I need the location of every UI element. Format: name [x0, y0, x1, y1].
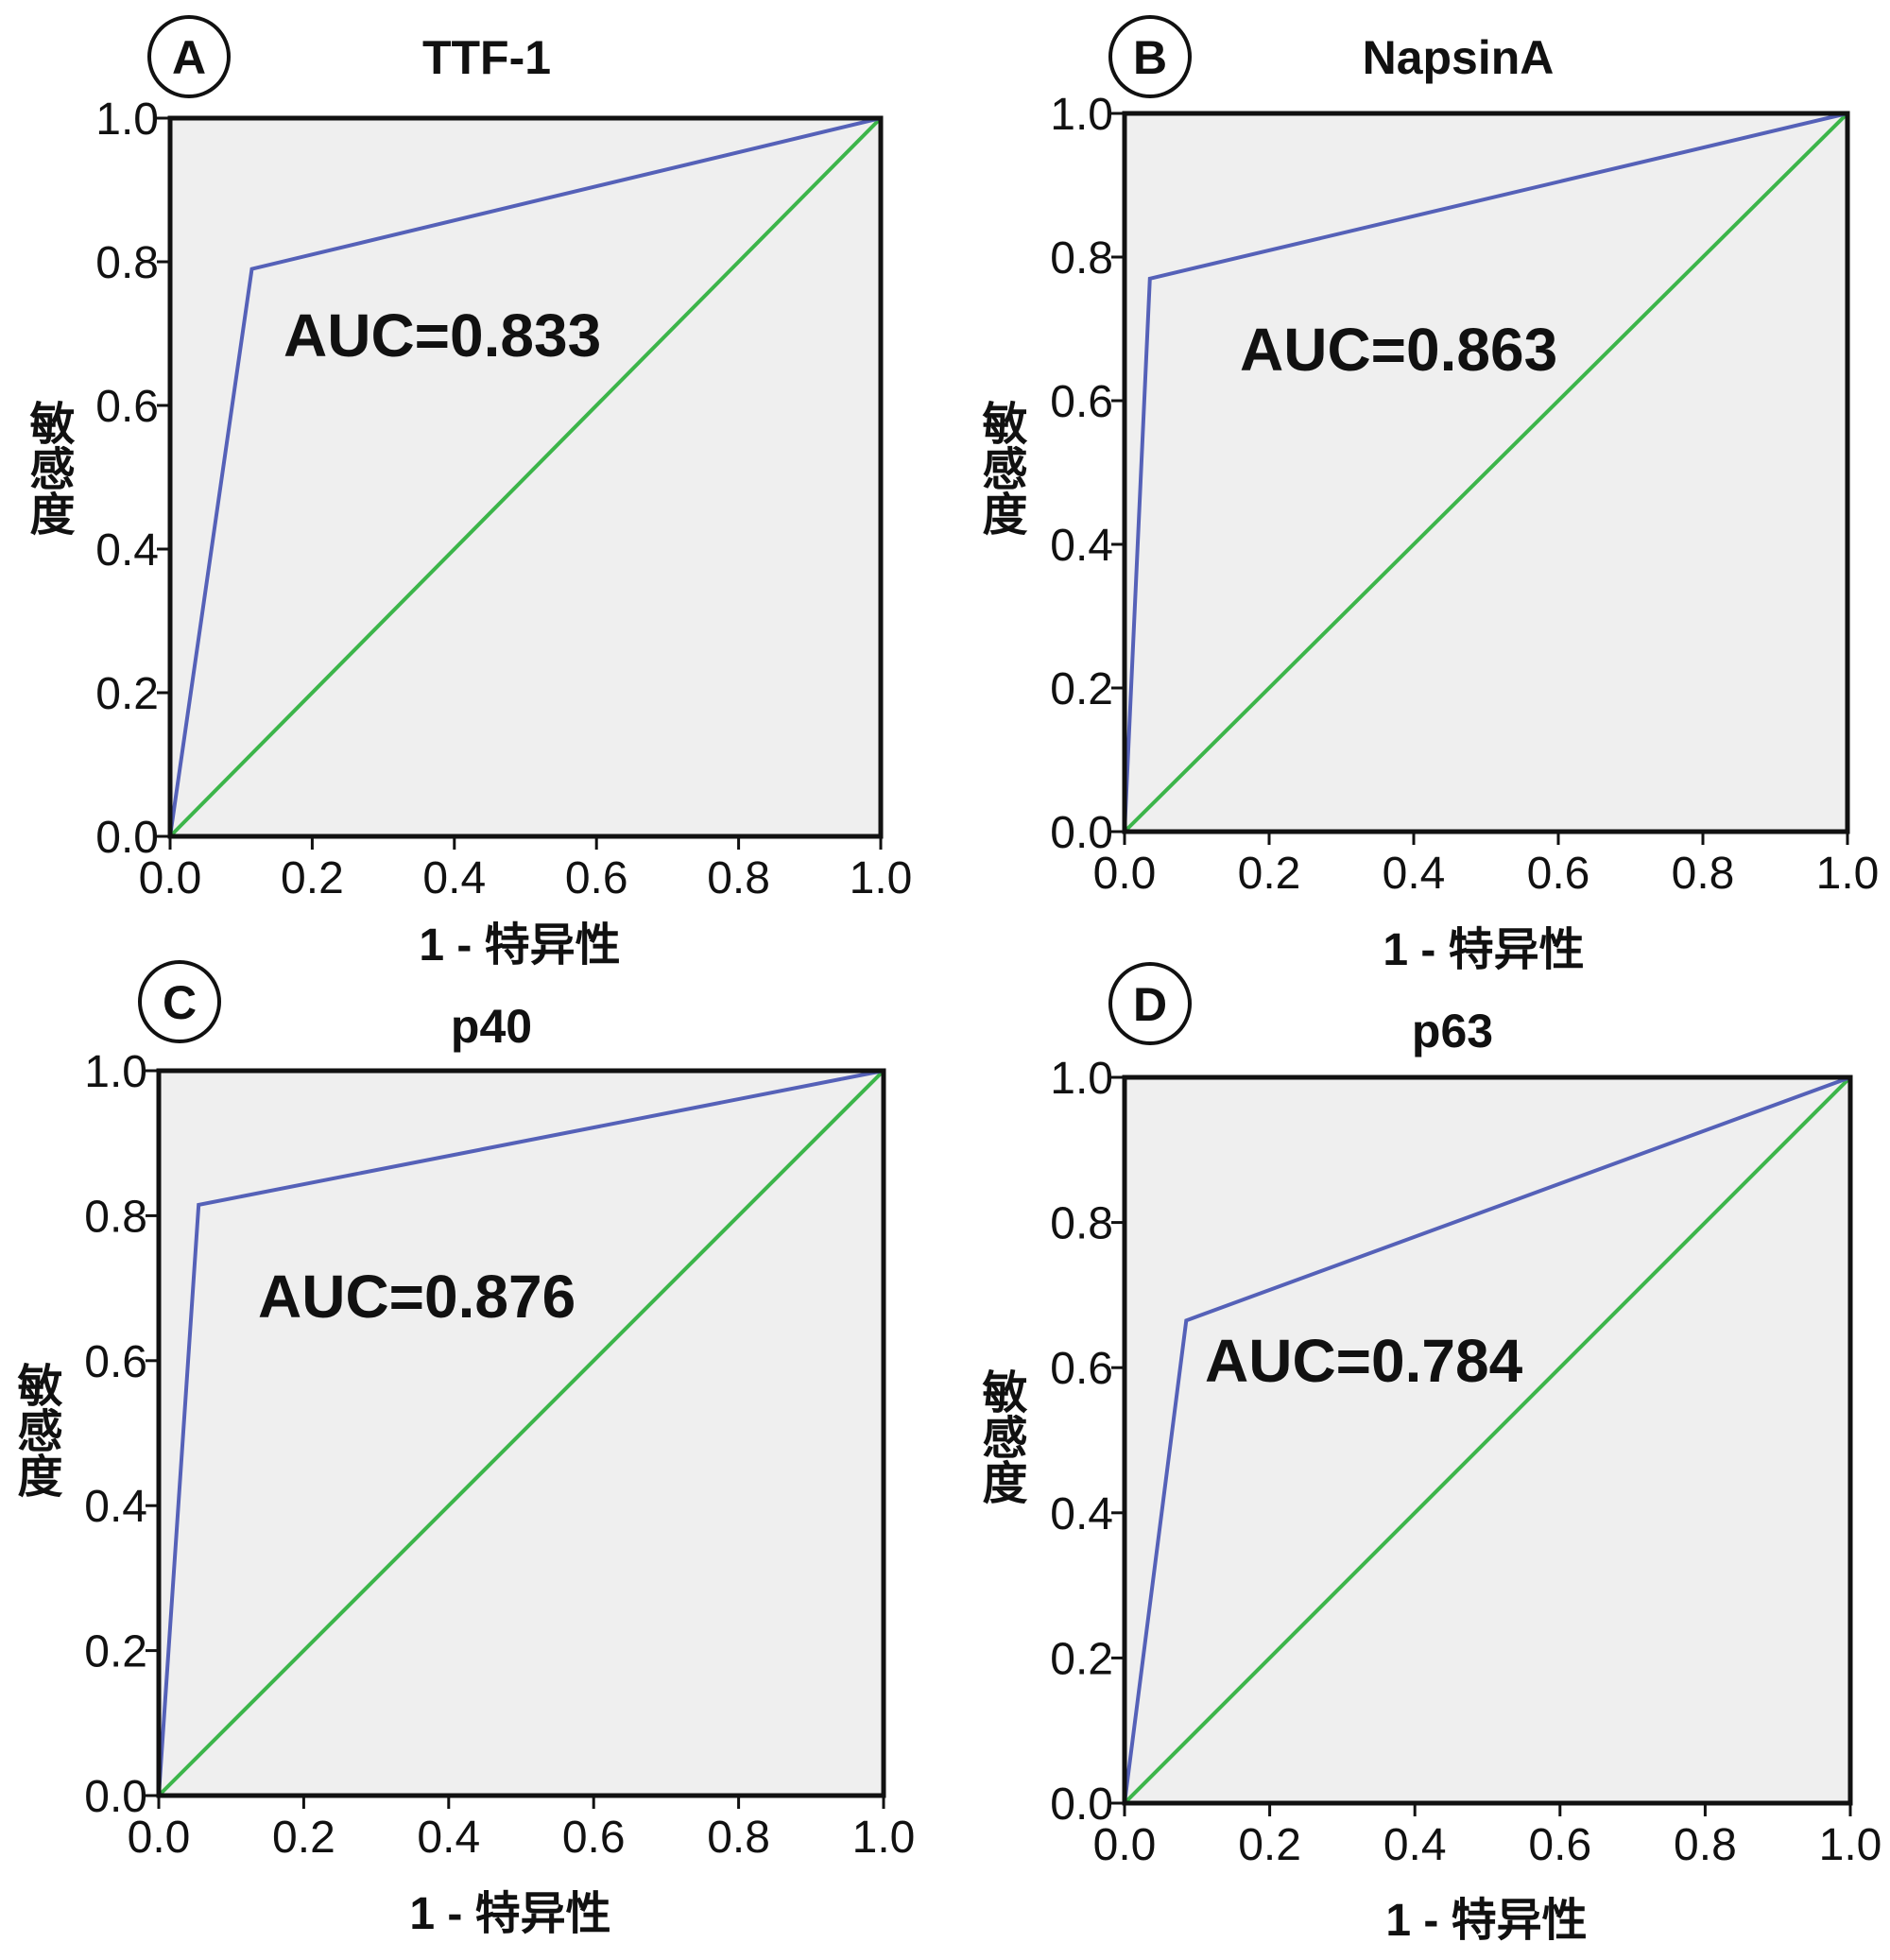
auc-annotation: AUC=0.863 [1240, 316, 1557, 384]
reference-diagonal-line [1123, 1075, 1852, 1805]
x-tick-label: 0.6 [1528, 1820, 1591, 1870]
x-tick-label: 0.6 [565, 853, 628, 903]
x-tick-label: 1.0 [1816, 849, 1880, 899]
y-tick-label: 0.2 [95, 669, 159, 719]
panel-letter: A [172, 31, 206, 84]
x-tick-label: 0.8 [707, 853, 770, 903]
x-axis-label: 1 - 特异性 [1385, 1896, 1587, 1946]
y-tick-label: 0.8 [1050, 233, 1113, 284]
y-axis-label: 敏感度 [975, 400, 1028, 536]
roc-curve-line [157, 1069, 885, 1797]
panel-letter: B [1133, 31, 1167, 84]
y-tick-label: 0.2 [1050, 664, 1113, 714]
reference-diagonal-line [168, 116, 883, 838]
roc-panel-b: B NapsinA 0.0 0.2 0.4 0.6 0.8 1.0 0.0 0.2 0.4 0.6 0.… [975, 15, 1880, 975]
plot-frame [156, 1068, 886, 1798]
x-tick-label: 0.8 [707, 1813, 770, 1863]
x-tick-label: 0.0 [128, 1813, 191, 1863]
x-tick-label: 0.8 [1672, 849, 1735, 899]
panel-letter: C [163, 976, 197, 1029]
roc-curve-line [168, 116, 882, 837]
x-tick-label: 0.2 [1238, 849, 1301, 899]
y-axis-label: 敏感度 [23, 400, 76, 536]
x-tick-label: 0.2 [272, 1813, 335, 1863]
y-tick-label: 0.6 [1050, 377, 1113, 427]
chart-title: TTF-1 [422, 31, 551, 84]
chart-title: NapsinA [1363, 31, 1555, 84]
x-tick-label: 0.4 [1383, 849, 1446, 899]
x-tick-label: 0.4 [417, 1813, 480, 1863]
x-tick-label: 0.6 [562, 1813, 626, 1863]
y-tick-label: 0.0 [1050, 1779, 1113, 1830]
y-tick-label: 0.6 [95, 382, 159, 432]
y-tick-label: 0.8 [84, 1192, 147, 1242]
y-axis-label: 敏感度 [975, 1368, 1028, 1504]
y-tick-label: 0.2 [84, 1627, 147, 1677]
y-tick-label: 0.0 [84, 1772, 147, 1822]
x-tick-label: 0.2 [281, 853, 344, 903]
x-tick-label: 0.4 [1383, 1820, 1447, 1870]
y-tick-label: 1.0 [84, 1047, 147, 1097]
chart-title: p40 [451, 1000, 532, 1053]
y-tick-label: 0.6 [1050, 1344, 1113, 1394]
x-tick-label: 0.0 [1093, 849, 1157, 899]
plot-frame [1122, 1075, 1853, 1806]
x-tick-label: 0.2 [1238, 1820, 1301, 1870]
x-tick-label: 1.0 [850, 853, 913, 903]
chart-title: p63 [1412, 1005, 1493, 1057]
reference-diagonal-line [1123, 112, 1849, 834]
x-tick-label: 0.0 [139, 853, 202, 903]
y-tick-label: 0.4 [1050, 521, 1113, 571]
y-tick-label: 0.0 [95, 813, 159, 863]
y-tick-label: 0.4 [95, 525, 159, 576]
y-tick-label: 0.4 [1050, 1489, 1113, 1539]
x-tick-label: 1.0 [1819, 1820, 1882, 1870]
y-tick-label: 0.8 [95, 238, 159, 288]
plot-frame [1122, 111, 1850, 834]
panel-letter-circle [147, 15, 231, 98]
y-tick-label: 0.4 [84, 1482, 147, 1532]
reference-diagonal-line [157, 1069, 885, 1797]
x-axis-label: 1 - 特异性 [419, 920, 620, 971]
roc-curve-line [1123, 1075, 1851, 1804]
auc-annotation: AUC=0.833 [284, 301, 601, 370]
roc-panel-a: A TTF-1 0.0 0.2 0.4 0.6 0.8 1.0 0.0 0.2 0.4 0.6 0.8 1… [23, 15, 913, 971]
y-tick-label: 1.0 [95, 95, 159, 145]
panel-letter-circle [1108, 962, 1192, 1045]
panel-letter-circle [138, 960, 221, 1043]
y-tick-label: 1.0 [1050, 1054, 1113, 1104]
auc-annotation: AUC=0.784 [1205, 1327, 1523, 1395]
plot-frame [167, 115, 884, 839]
y-tick-label: 1.0 [1050, 90, 1113, 140]
panel-letter-circle [1108, 15, 1192, 98]
y-tick-label: 0.0 [1050, 808, 1113, 858]
x-tick-label: 1.0 [852, 1813, 916, 1863]
y-axis-label: 敏感度 [10, 1362, 63, 1498]
x-tick-label: 0.0 [1093, 1820, 1157, 1870]
roc-curve-line [1123, 112, 1848, 833]
x-axis-label: 1 - 特异性 [409, 1889, 610, 1939]
panel-letter: D [1133, 978, 1167, 1031]
y-tick-label: 0.2 [1050, 1634, 1113, 1684]
y-tick-label: 0.8 [1050, 1199, 1113, 1249]
x-tick-label: 0.8 [1674, 1820, 1737, 1870]
x-tick-label: 0.4 [422, 853, 486, 903]
x-tick-label: 0.6 [1527, 849, 1590, 899]
auc-annotation: AUC=0.876 [258, 1263, 576, 1331]
y-tick-label: 0.6 [84, 1337, 147, 1387]
x-axis-label: 1 - 特异性 [1383, 925, 1584, 975]
